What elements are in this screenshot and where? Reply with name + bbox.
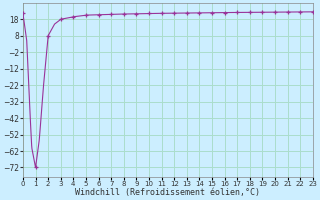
X-axis label: Windchill (Refroidissement éolien,°C): Windchill (Refroidissement éolien,°C) (76, 188, 260, 197)
